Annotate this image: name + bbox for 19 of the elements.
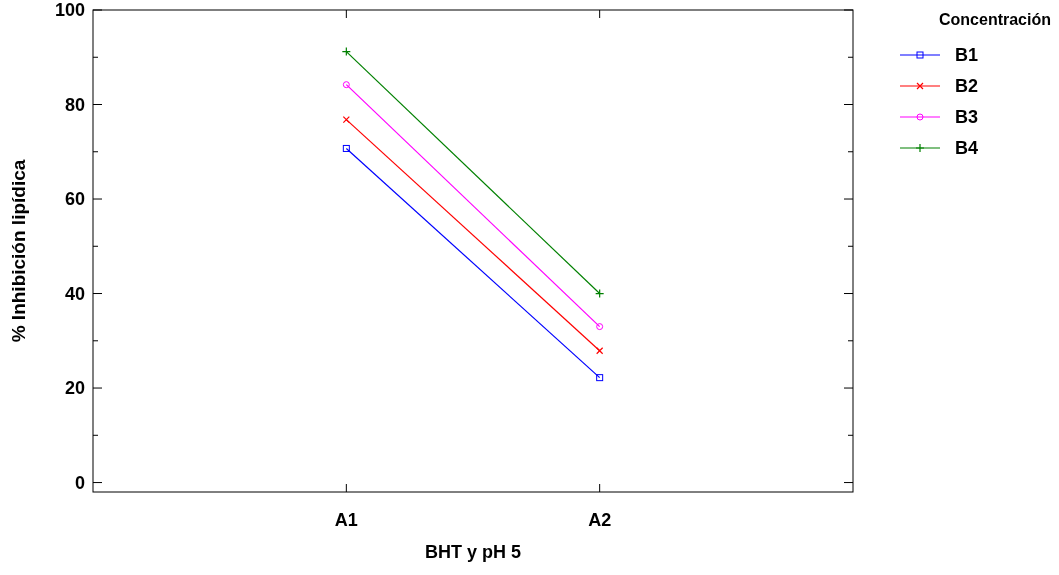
y-tick-label: 20	[64, 378, 85, 399]
point	[596, 323, 604, 331]
point	[342, 81, 350, 89]
legend-label: B3	[955, 107, 979, 128]
y-tick-label: 100	[54, 0, 85, 21]
legend-title: Concentración	[938, 11, 1051, 28]
point	[596, 374, 604, 382]
x-tick-label: A1	[334, 510, 358, 530]
legend-label: B4	[955, 138, 979, 159]
y-tick-label: 80	[64, 94, 85, 115]
y-tick-label: 40	[64, 283, 85, 304]
x-tick-label: A2	[588, 510, 612, 530]
y-tick-label: 60	[64, 189, 85, 210]
legend-label: B1	[955, 45, 979, 66]
y-tick-label: 0	[74, 472, 85, 493]
x-axis-title: BHT y pH 5	[424, 542, 522, 562]
legend-label: B2	[955, 76, 979, 97]
point	[342, 144, 350, 152]
y-axis-title: % Inhibición lipídica	[8, 159, 29, 343]
